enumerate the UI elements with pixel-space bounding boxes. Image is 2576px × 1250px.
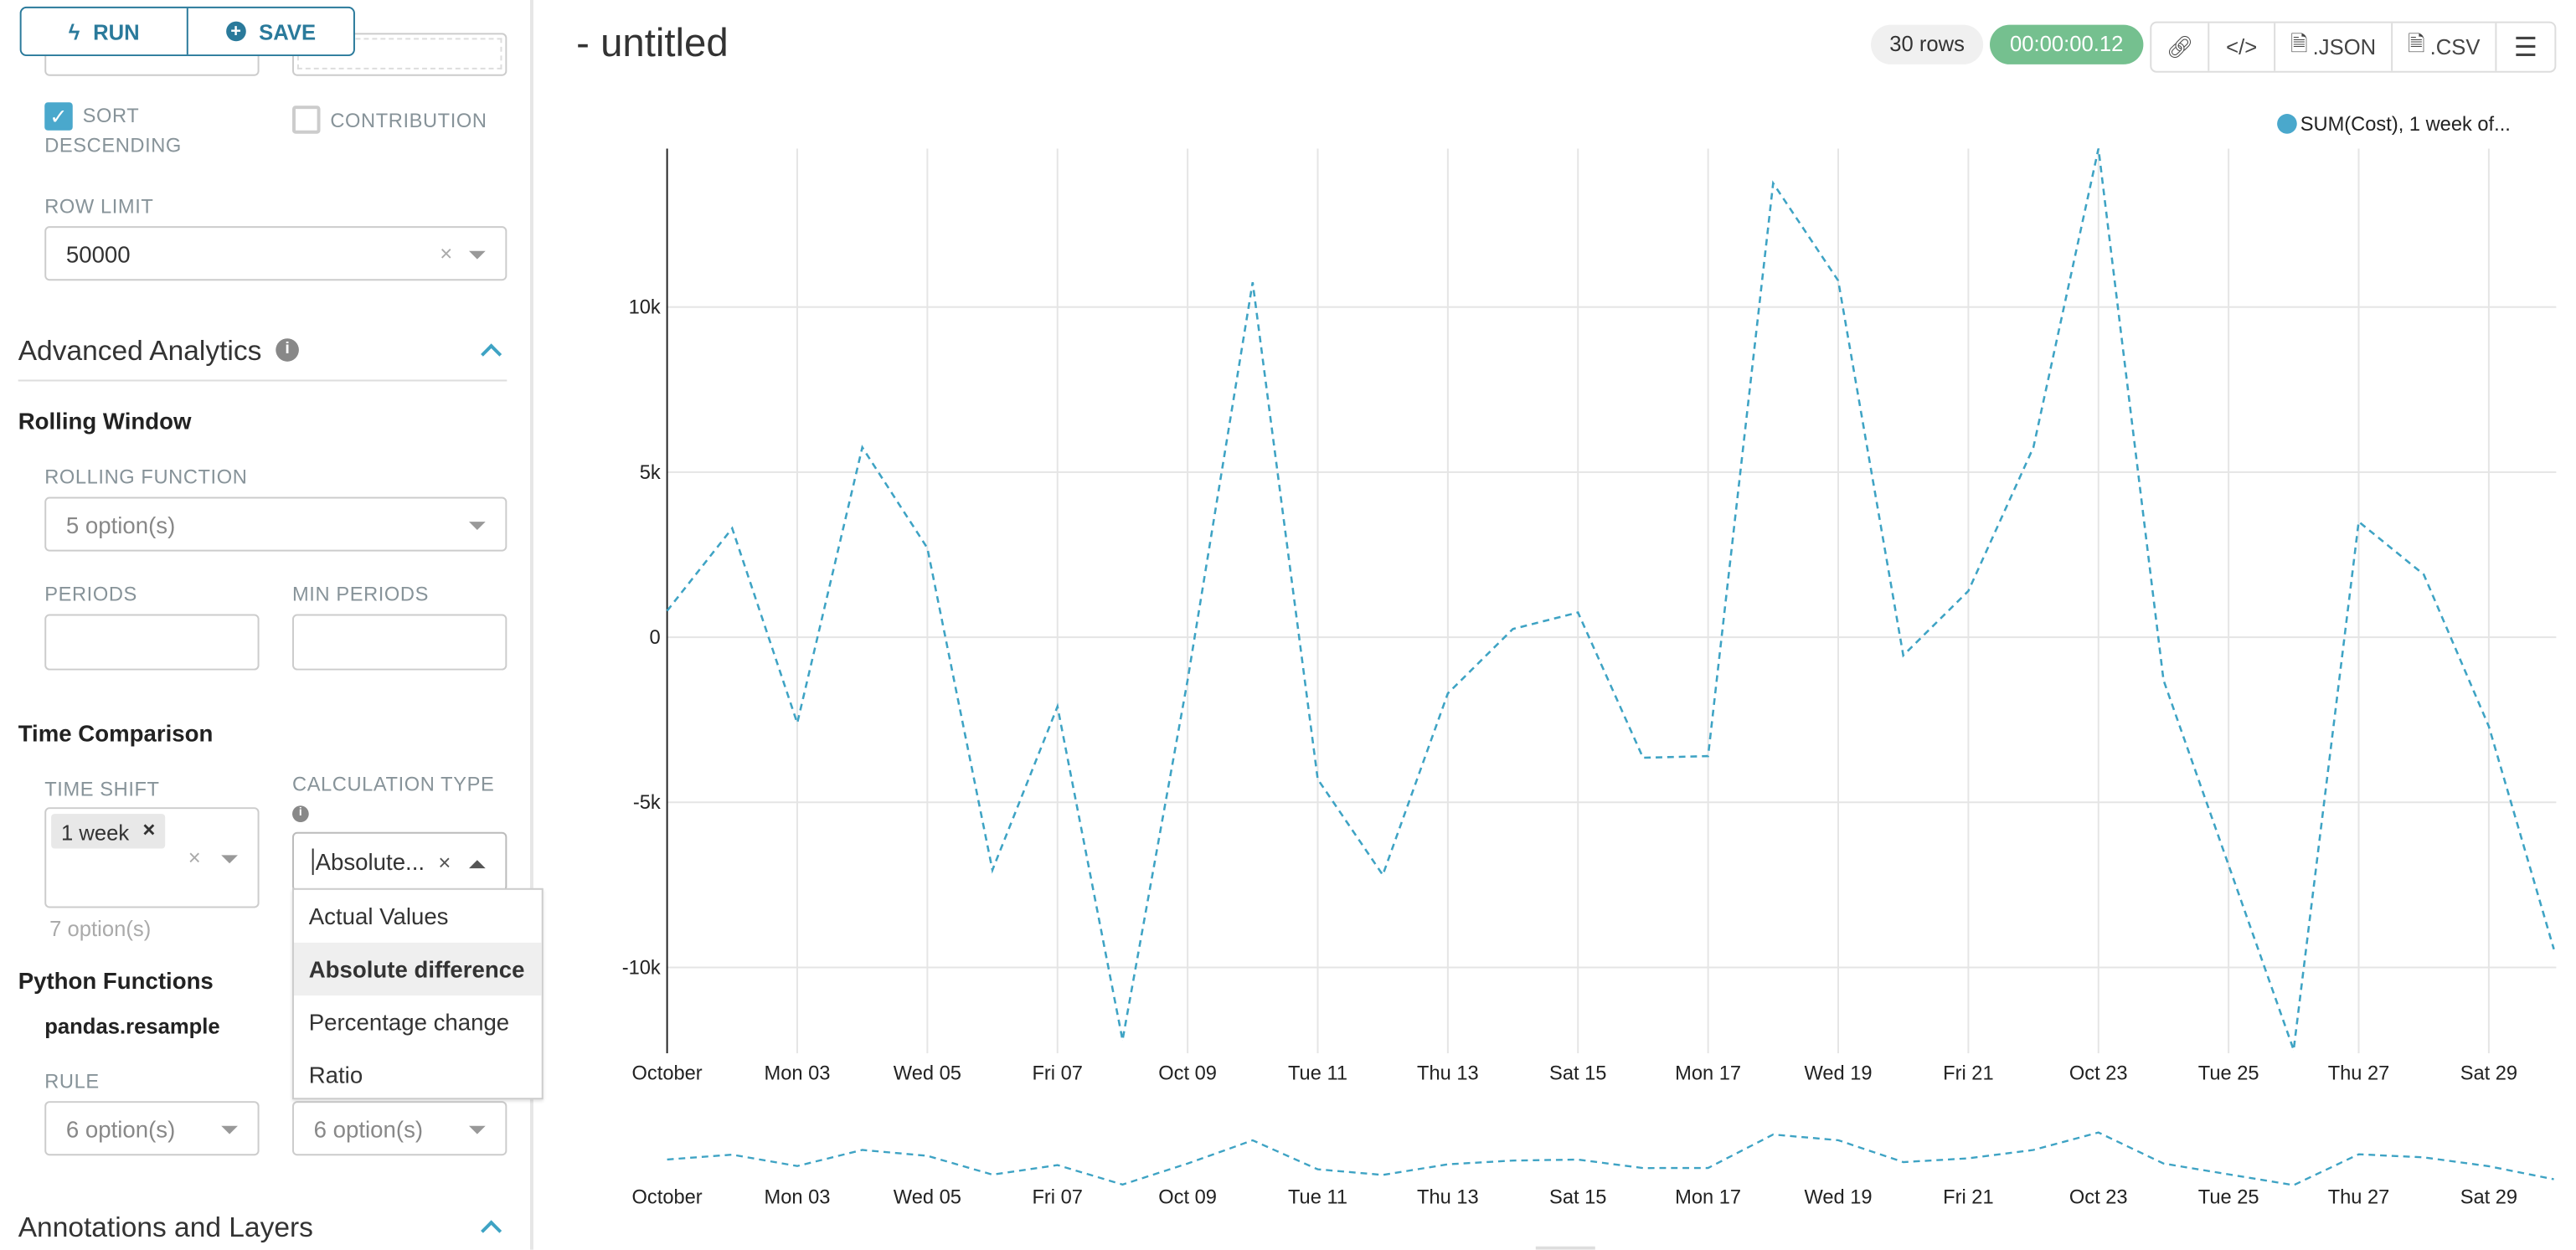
- x-tick-label: Tue 11: [1288, 1063, 1347, 1085]
- x-tick-label: Wed 05: [894, 1063, 961, 1085]
- brush-x-tick-label: Tue 11: [1288, 1186, 1347, 1208]
- brush-x-tick-label: Sat 15: [1549, 1186, 1606, 1208]
- x-tick-label: Fri 21: [1943, 1063, 1993, 1085]
- brush-x-tick-label: Mon 03: [765, 1186, 831, 1208]
- brush-x-tick-label: Oct 23: [2069, 1186, 2128, 1208]
- x-tick-label: Oct 23: [2069, 1063, 2128, 1085]
- y-tick-label: -10k: [622, 957, 661, 979]
- brush-x-tick-label: Fri 07: [1032, 1186, 1082, 1208]
- y-tick-label: 5k: [640, 462, 661, 484]
- brush-x-tick-label: Thu 13: [1417, 1186, 1479, 1208]
- x-tick-label: Mon 03: [765, 1063, 831, 1085]
- calculation-type-option[interactable]: Actual Values: [294, 890, 542, 943]
- y-tick-label: -5k: [633, 792, 661, 814]
- brush-x-tick-label: Wed 19: [1804, 1186, 1872, 1208]
- brush-x-tick-label: Mon 17: [1675, 1186, 1741, 1208]
- calculation-type-option[interactable]: Ratio: [294, 1048, 542, 1101]
- x-tick-label: Fri 07: [1032, 1063, 1082, 1085]
- x-tick-label: Thu 13: [1417, 1063, 1479, 1085]
- x-tick-label: Oct 09: [1158, 1063, 1217, 1085]
- brush-x-tick-label: Oct 09: [1158, 1186, 1217, 1208]
- x-tick-label: Sat 29: [2460, 1063, 2517, 1085]
- series-line: [667, 148, 2554, 1050]
- x-tick-label: Mon 17: [1675, 1063, 1741, 1085]
- x-tick-label: Sat 15: [1549, 1063, 1606, 1085]
- brush-x-tick-label: Wed 05: [894, 1186, 961, 1208]
- brush-x-tick-label: October: [632, 1186, 703, 1208]
- brush-x-tick-label: Tue 25: [2198, 1186, 2259, 1208]
- x-tick-label: Wed 19: [1804, 1063, 1872, 1085]
- calculation-type-option[interactable]: Absolute difference: [294, 943, 542, 995]
- calculation-type-option[interactable]: Percentage change: [294, 995, 542, 1048]
- brush-series-line: [667, 1133, 2554, 1186]
- y-tick-label: 10k: [629, 297, 661, 319]
- brush-x-tick-label: Thu 27: [2328, 1186, 2390, 1208]
- x-tick-label: Thu 27: [2328, 1063, 2390, 1085]
- x-tick-label: October: [632, 1063, 703, 1085]
- brush-x-tick-label: Sat 29: [2460, 1186, 2517, 1208]
- brush-x-tick-label: Fri 21: [1943, 1186, 1993, 1208]
- x-tick-label: Tue 25: [2198, 1063, 2259, 1085]
- y-tick-label: 0: [650, 627, 661, 649]
- brush-handle: [1536, 1247, 1595, 1250]
